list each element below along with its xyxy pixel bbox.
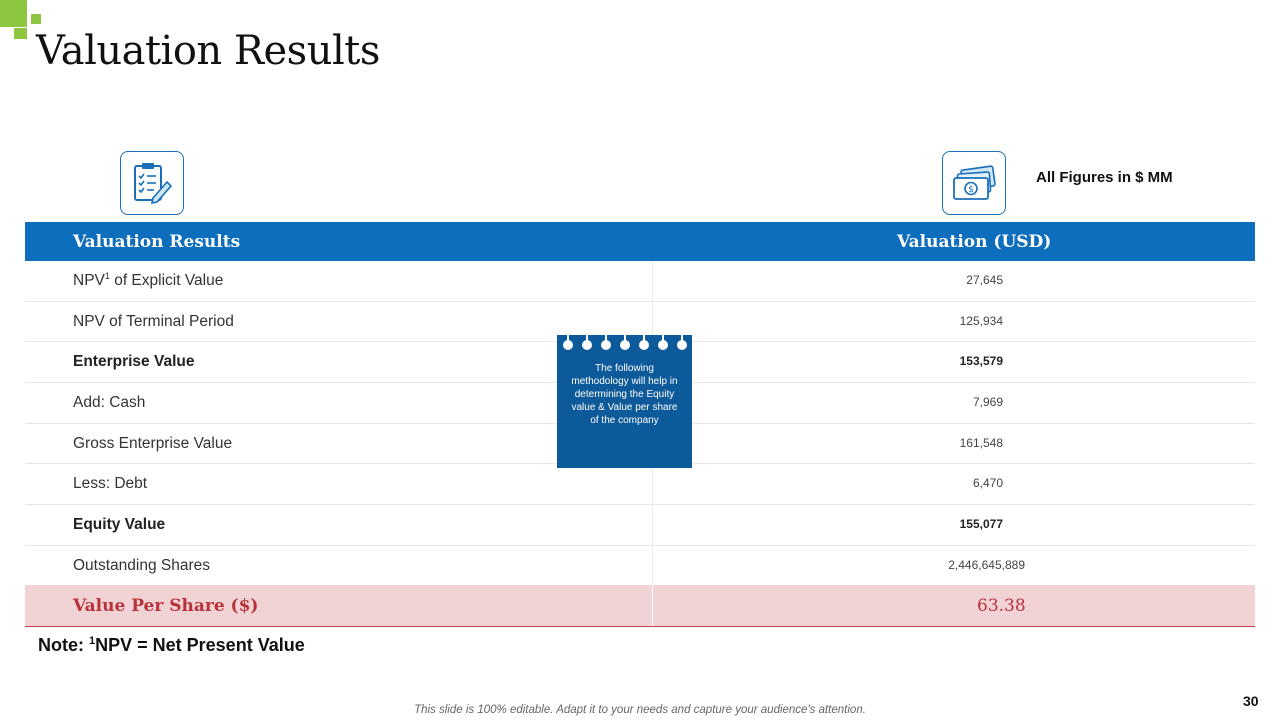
value-per-share-label: Value Per Share ($) <box>73 596 259 616</box>
row-value: 2,446,645,889 <box>948 557 1025 572</box>
decor-square <box>31 14 41 24</box>
header-valuation-results: Valuation Results <box>73 232 241 252</box>
table-row: Equity Value 155,077 <box>25 505 1255 546</box>
footer-text: This slide is 100% editable. Adapt it to… <box>414 704 866 716</box>
row-value: 125,934 <box>959 313 1003 328</box>
row-label: NPV1 of Explicit Value <box>73 270 224 289</box>
row-value: 153,579 <box>959 354 1003 368</box>
decor-square <box>14 28 27 39</box>
decor-square <box>0 0 27 27</box>
header-valuation-usd: Valuation (USD) <box>897 232 1052 252</box>
money-icon: $ <box>942 151 1006 215</box>
page-number: 30 <box>1243 693 1259 709</box>
column-divider <box>652 585 653 626</box>
row-value: 155,077 <box>959 516 1003 531</box>
row-label: Outstanding Shares <box>73 556 211 574</box>
row-label: NPV of Terminal Period <box>73 312 234 330</box>
npv-footnote: Note: 1NPV = Net Present Value <box>38 635 305 655</box>
row-value: 7,969 <box>972 395 1003 409</box>
table-row: NPV1 of Explicit Value 27,645 <box>25 261 1255 302</box>
page-title: Valuation Results <box>36 28 380 74</box>
value-per-share-row: Value Per Share ($) 63.38 <box>25 585 1255 627</box>
row-label: Enterprise Value <box>73 353 195 370</box>
table-row: Less: Debt 6,470 <box>25 464 1255 505</box>
memo-text: The following methodology will help in d… <box>571 363 678 426</box>
value-per-share-value: 63.38 <box>977 596 1026 616</box>
row-label: Less: Debt <box>73 475 148 492</box>
row-label: Add: Cash <box>73 394 146 411</box>
row-value: 27,645 <box>966 273 1003 287</box>
figures-unit-note: All Figures in $ MM <box>1036 169 1173 186</box>
memo-binding-rings <box>563 333 687 350</box>
row-value: 6,470 <box>972 476 1003 490</box>
svg-text:$: $ <box>968 185 974 195</box>
clipboard-pen-icon <box>120 151 184 215</box>
table-row: Outstanding Shares 2,446,645,889 <box>25 546 1255 586</box>
table-header: Valuation Results Valuation (USD) <box>25 222 1255 261</box>
row-value: 161,548 <box>959 435 1003 450</box>
row-label: Equity Value <box>73 515 166 533</box>
row-label: Gross Enterprise Value <box>73 434 233 452</box>
memo-note-card: The following methodology will help in d… <box>557 333 692 468</box>
